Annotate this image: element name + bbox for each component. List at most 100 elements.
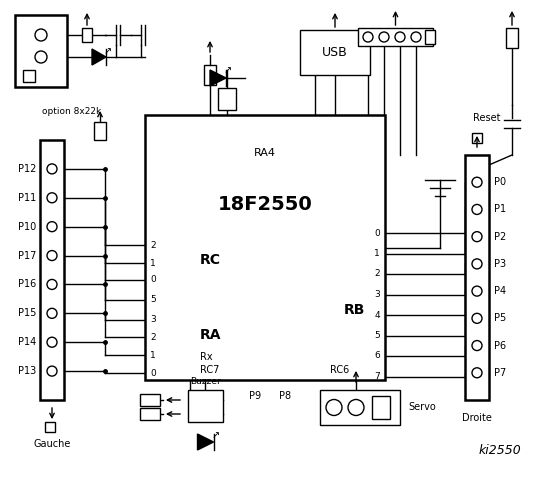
- Circle shape: [47, 164, 57, 174]
- Text: Servo: Servo: [408, 403, 436, 412]
- Text: P16: P16: [18, 279, 36, 289]
- Text: ki2550: ki2550: [479, 444, 521, 456]
- Text: 2: 2: [150, 240, 155, 250]
- Bar: [15, 15, 67, 87]
- Text: 6: 6: [374, 351, 380, 360]
- Polygon shape: [92, 49, 106, 65]
- Circle shape: [47, 222, 57, 232]
- Polygon shape: [210, 70, 226, 86]
- Bar: [465, 155, 489, 400]
- Bar: [40, 140, 64, 400]
- Text: Reset: Reset: [472, 113, 500, 123]
- Text: P17: P17: [18, 251, 36, 261]
- Text: P0: P0: [494, 177, 506, 187]
- Circle shape: [47, 308, 57, 318]
- Circle shape: [35, 29, 47, 41]
- Circle shape: [472, 204, 482, 215]
- Circle shape: [47, 337, 57, 347]
- Text: P3: P3: [494, 259, 506, 269]
- Text: P15: P15: [18, 308, 36, 318]
- Text: RA4: RA4: [254, 148, 276, 158]
- Text: 5: 5: [150, 296, 156, 304]
- Text: 3: 3: [374, 290, 380, 299]
- Bar: [472, 133, 482, 143]
- Text: 0: 0: [374, 228, 380, 238]
- Text: P5: P5: [494, 313, 506, 324]
- Circle shape: [472, 313, 482, 324]
- Circle shape: [326, 399, 342, 416]
- Circle shape: [472, 259, 482, 269]
- Text: 18F2550: 18F2550: [218, 195, 312, 215]
- Text: option 8x22k: option 8x22k: [42, 108, 101, 117]
- Circle shape: [472, 232, 482, 241]
- Text: RB: RB: [343, 303, 365, 317]
- Bar: [94, 122, 106, 140]
- Bar: [145, 115, 385, 380]
- Circle shape: [472, 368, 482, 378]
- Bar: [45, 422, 55, 432]
- Text: 2: 2: [374, 269, 380, 278]
- Circle shape: [472, 340, 482, 350]
- Bar: [140, 408, 160, 420]
- Bar: [140, 394, 160, 406]
- Text: P1: P1: [494, 204, 506, 215]
- Text: 1: 1: [150, 259, 156, 267]
- Text: Droite: Droite: [462, 413, 492, 423]
- Circle shape: [411, 32, 421, 42]
- Bar: [300, 30, 370, 75]
- Text: P10: P10: [18, 222, 36, 232]
- Circle shape: [47, 251, 57, 261]
- Text: Rx: Rx: [200, 352, 212, 362]
- Bar: [188, 390, 223, 422]
- Circle shape: [472, 286, 482, 296]
- Bar: [425, 30, 435, 44]
- Circle shape: [379, 32, 389, 42]
- Text: 0: 0: [150, 276, 156, 285]
- Text: RC: RC: [200, 253, 221, 267]
- Text: P12: P12: [18, 164, 36, 174]
- Text: RA: RA: [200, 328, 222, 342]
- Text: 4: 4: [374, 311, 380, 320]
- Circle shape: [472, 177, 482, 187]
- Text: ↗: ↗: [224, 65, 232, 75]
- Text: 7: 7: [374, 372, 380, 381]
- Text: 3: 3: [150, 315, 156, 324]
- Polygon shape: [197, 434, 213, 450]
- Bar: [218, 88, 236, 110]
- Text: ↗: ↗: [104, 46, 112, 56]
- Circle shape: [47, 366, 57, 376]
- Bar: [204, 65, 216, 85]
- Text: 1: 1: [150, 350, 156, 360]
- Text: 0: 0: [150, 369, 156, 377]
- Circle shape: [47, 193, 57, 203]
- Text: RC6: RC6: [330, 365, 349, 375]
- Bar: [82, 28, 92, 42]
- Text: P6: P6: [494, 340, 506, 350]
- Text: Buzzer: Buzzer: [190, 377, 221, 386]
- Bar: [372, 396, 390, 419]
- Circle shape: [363, 32, 373, 42]
- Text: P14: P14: [18, 337, 36, 347]
- Text: USB: USB: [322, 46, 348, 59]
- Bar: [23, 70, 35, 82]
- Text: P4: P4: [494, 286, 506, 296]
- Text: 2: 2: [150, 333, 155, 341]
- Circle shape: [35, 51, 47, 63]
- Text: P7: P7: [494, 368, 506, 378]
- Text: P2: P2: [494, 232, 506, 241]
- Text: 5: 5: [374, 331, 380, 340]
- Circle shape: [348, 399, 364, 416]
- Text: RC7: RC7: [200, 365, 220, 375]
- Text: ↗: ↗: [211, 430, 220, 440]
- Text: P13: P13: [18, 366, 36, 376]
- Bar: [358, 28, 433, 46]
- Circle shape: [47, 279, 57, 289]
- Text: P8: P8: [279, 391, 291, 401]
- Text: 1: 1: [374, 249, 380, 258]
- Text: P11: P11: [18, 193, 36, 203]
- Text: P9: P9: [249, 391, 261, 401]
- Bar: [320, 390, 400, 425]
- Circle shape: [395, 32, 405, 42]
- Bar: [506, 28, 518, 48]
- Text: Gauche: Gauche: [33, 439, 71, 449]
